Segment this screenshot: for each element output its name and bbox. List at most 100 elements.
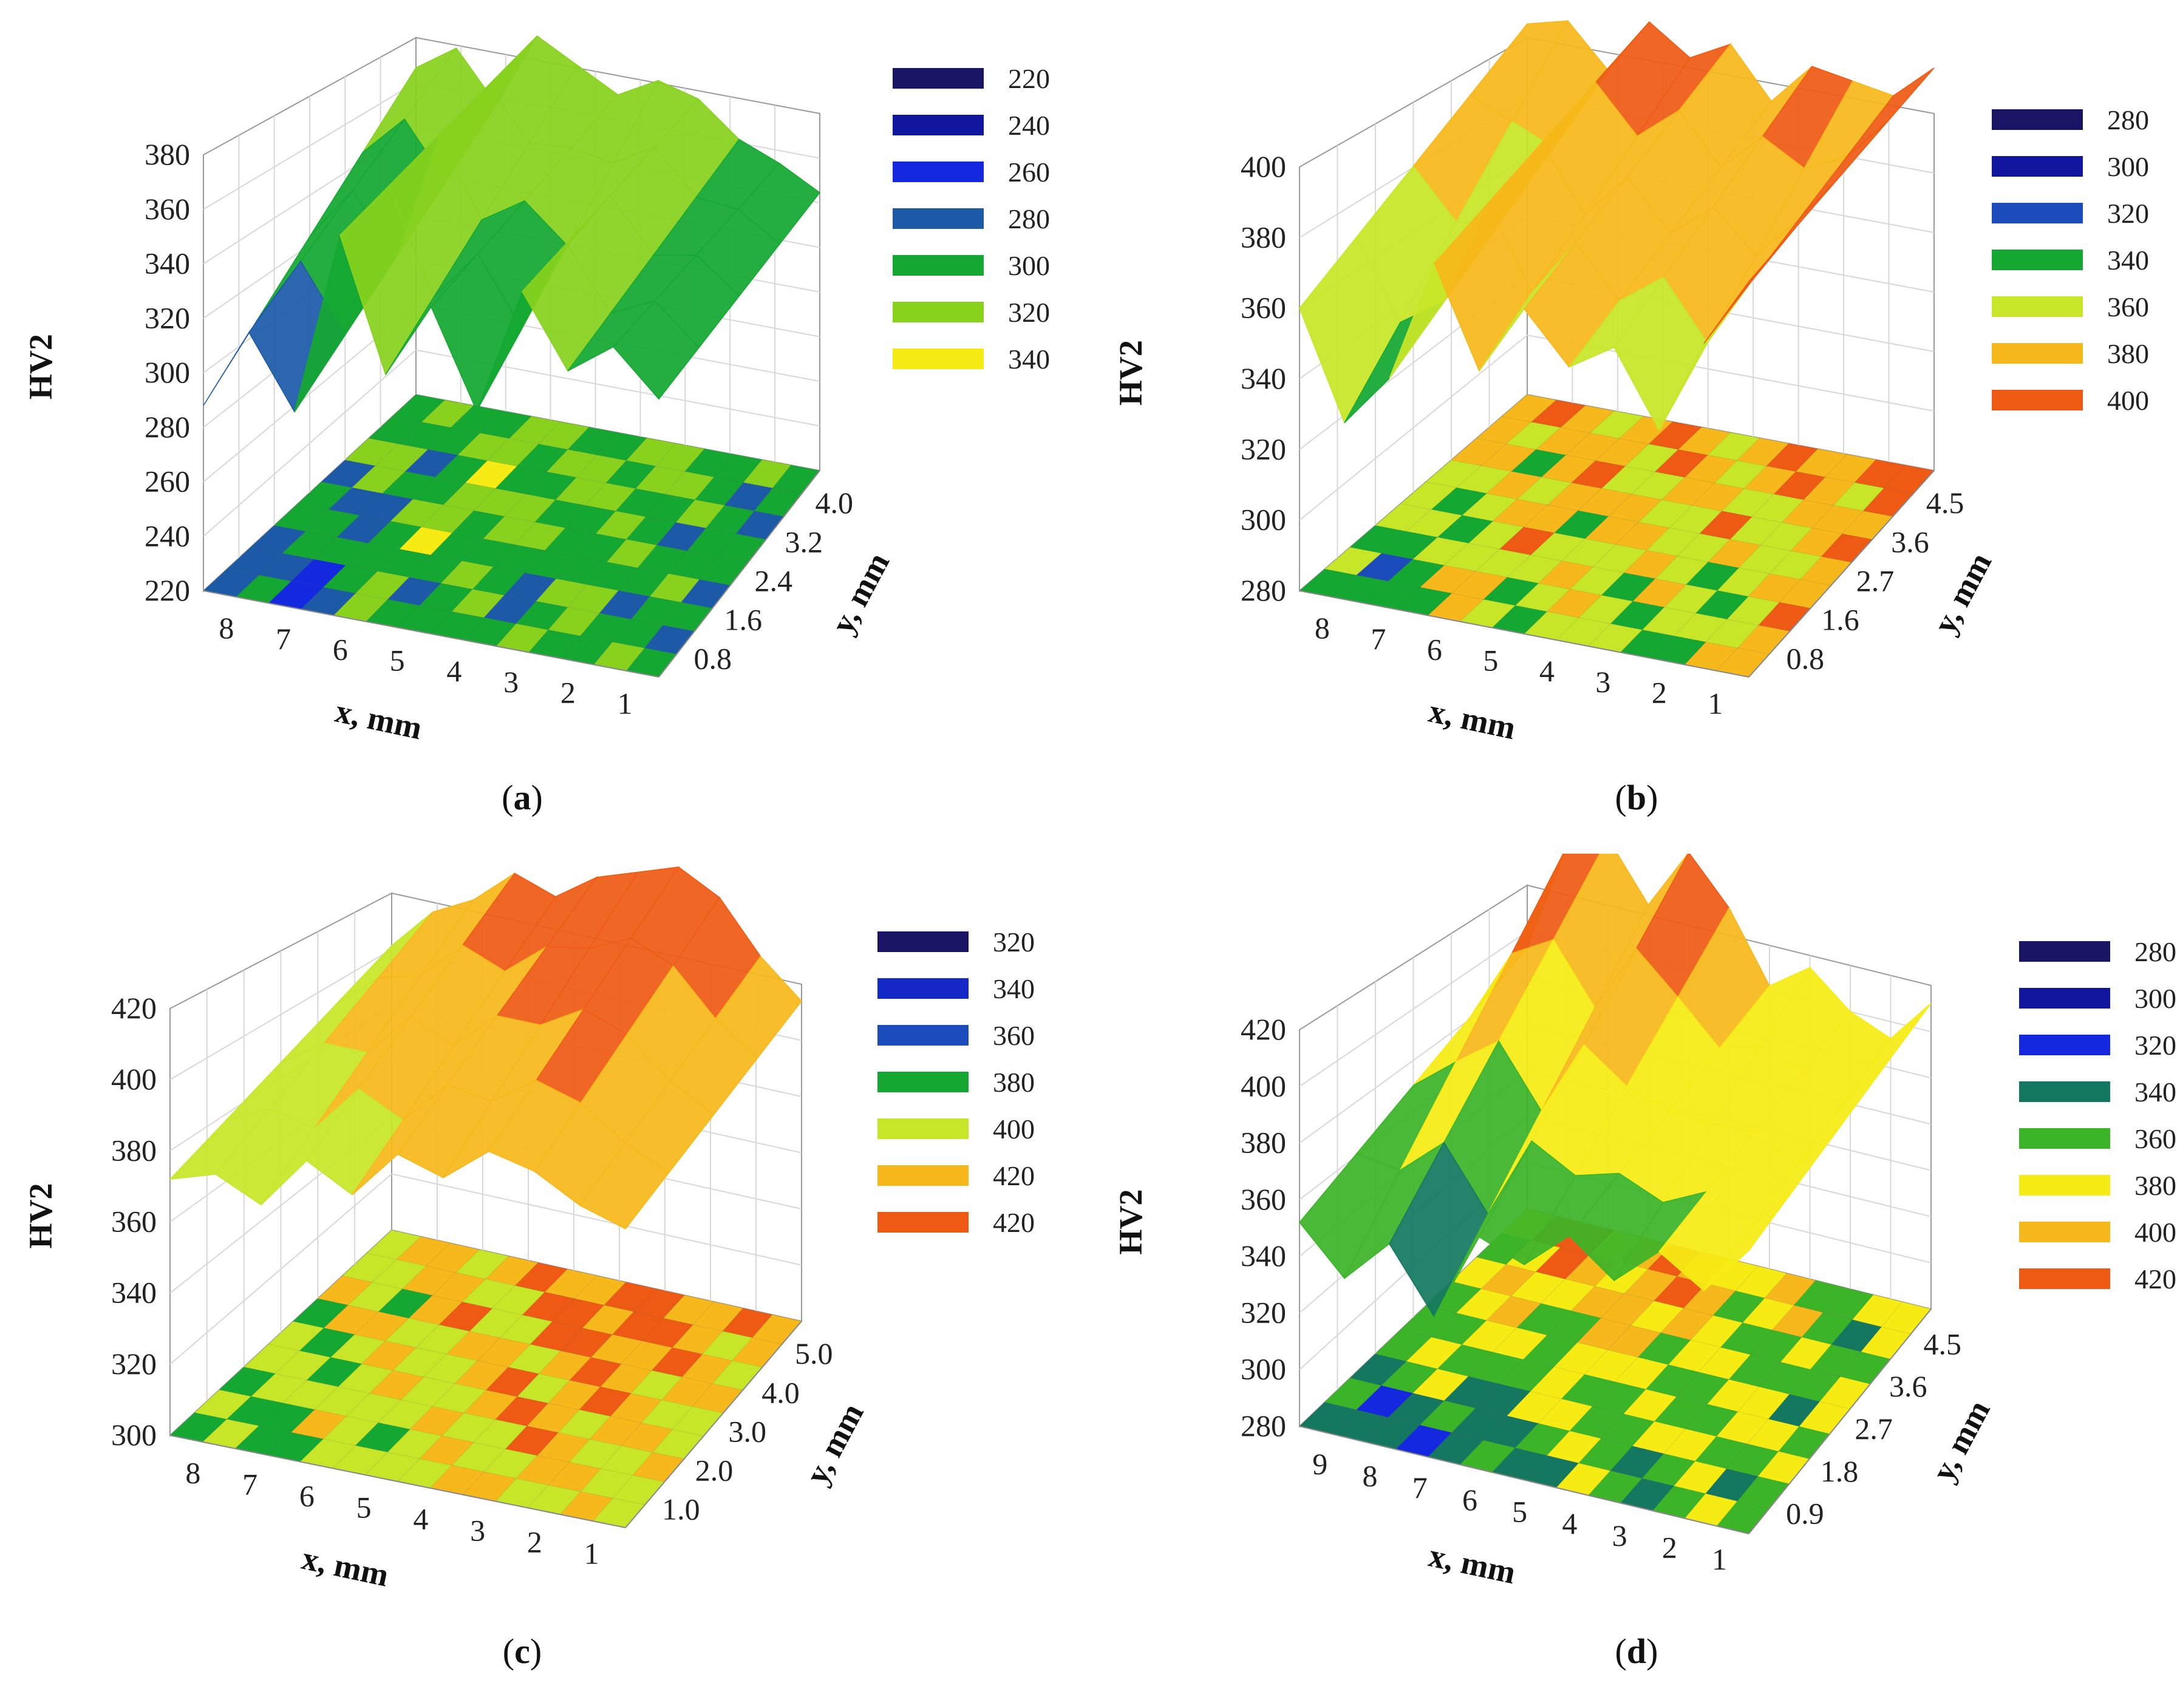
legend-item: 320 (2019, 1027, 2180, 1064)
caption-a: (a) (502, 778, 543, 817)
x-tick-label: 5 (390, 643, 405, 677)
legend-swatch (2019, 1175, 2110, 1196)
z-tick-label: 340 (145, 247, 190, 281)
legend-item: 280 (1992, 102, 2180, 138)
x-tick-label: 8 (1315, 611, 1330, 645)
z-gridline (391, 1173, 802, 1266)
legend-item: 420 (877, 1205, 1120, 1241)
legend-label: 320 (993, 927, 1035, 958)
y-axis-title: y, mm (1926, 546, 1998, 639)
z-tick-label: 360 (1241, 1182, 1286, 1216)
chart-panel-c: 300 320 340 360 380 400 420 HV2 8 7 6 5 4 3 2 1 x, mm 1.0… (0, 854, 1090, 1707)
chart-panel-d: 280 300 320 340 360 380 400 420 HV2 9 8 7 6 5 4 3 2 1 x, m… (1090, 854, 2180, 1707)
legend-item: 300 (893, 248, 1136, 284)
x-tick-label: 8 (219, 611, 234, 645)
z-axis-title: HV2 (1112, 1189, 1149, 1255)
legend-label: 320 (2134, 1030, 2176, 1061)
legend-label: 400 (2134, 1217, 2176, 1248)
legend-swatch (877, 978, 969, 999)
legend-item: 400 (2019, 1214, 2180, 1251)
contour-floor (1298, 1208, 1932, 1534)
legend-label: 300 (1008, 250, 1050, 281)
z-tick-label: 280 (1241, 573, 1286, 607)
legend-swatch (1992, 250, 2083, 270)
y-tick-label: 1.0 (662, 1492, 700, 1526)
x-tick-label: 5 (1483, 643, 1498, 677)
x-tick-label: 7 (242, 1468, 257, 1502)
legend-label: 360 (2107, 291, 2149, 322)
legend-label: 320 (1008, 297, 1050, 328)
y-tick-label: 5.0 (795, 1336, 833, 1370)
y-tick-label: 3.6 (1891, 525, 1929, 559)
x-axis-title: x, mm (299, 1540, 392, 1594)
legend-item: 340 (2019, 1074, 2180, 1111)
legend-swatch (2019, 941, 2110, 962)
x-tick-label: 7 (1412, 1471, 1428, 1505)
legend-item: 320 (877, 924, 1120, 961)
chart-panel-a: 220 240 260 280 300 320 340 360 380 HV2 8 7 6 5 4 3 2 1 x,… (0, 0, 1090, 854)
legend-label: 280 (1008, 203, 1050, 234)
z-axis-title: HV2 (22, 1183, 59, 1249)
x-tick-label: 3 (470, 1514, 485, 1548)
z-tick-label: 260 (145, 464, 190, 498)
z-tick-label: 380 (1241, 220, 1286, 254)
y-axis-line (625, 1321, 802, 1528)
legend-swatch (2019, 1035, 2110, 1055)
legend-label: 340 (1008, 344, 1050, 375)
legend-swatch (893, 255, 984, 276)
legend-item: 280 (2019, 934, 2180, 970)
x-tick-label: 3 (503, 665, 519, 699)
z-tick-label: 340 (111, 1276, 157, 1310)
legend-item: 360 (2019, 1121, 2180, 1157)
legend-swatch (893, 115, 984, 135)
caption-d: (d) (1615, 1631, 1658, 1671)
caption-b: (b) (1615, 778, 1658, 817)
x-tick-label: 4 (446, 654, 462, 688)
legend-swatch (893, 349, 984, 369)
legend-item: 320 (893, 294, 1136, 331)
legend-swatch (2019, 1081, 2110, 1102)
y-tick-label: 2.7 (1856, 563, 1895, 597)
legend-item: 420 (877, 1158, 1120, 1194)
legend-item: 280 (893, 201, 1136, 237)
surface-facet (612, 300, 700, 400)
legend-swatch (1992, 109, 2083, 130)
z-tick-label: 360 (1241, 291, 1286, 325)
y-tick-label: 1.6 (1821, 603, 1859, 637)
y-tick-label: 0.8 (694, 642, 732, 676)
legend-label: 420 (993, 1207, 1035, 1238)
y-tick-label: 2.7 (1855, 1412, 1893, 1446)
chart-svg-b: 280 300 320 340 360 380 400 HV2 8 7 6 5 4 3 2 1 x, mm 0.8… (1112, 19, 1998, 746)
legend-label: 380 (993, 1067, 1035, 1098)
x-tick-label: 2 (1652, 676, 1667, 710)
legend-label: 380 (2107, 338, 2149, 369)
x-tick-label: 1 (1712, 1542, 1727, 1576)
x-axis-line (203, 590, 659, 678)
legend-label: 320 (2107, 198, 2149, 229)
chart-svg-d: 280 300 320 340 360 380 400 420 HV2 9 8 7 6 5 4 3 2 1 x, m… (1112, 854, 1997, 1591)
legend-label: 220 (1008, 63, 1050, 94)
legend-item: 300 (2019, 981, 2180, 1017)
legend-swatch (1992, 343, 2083, 364)
legend-swatch (877, 1212, 969, 1233)
legend-swatch (1992, 156, 2083, 177)
x-tick-label: 4 (413, 1502, 428, 1536)
legend-item: 340 (893, 341, 1136, 378)
y-tick-label: 0.8 (1787, 642, 1825, 676)
legend-item: 420 (2019, 1261, 2180, 1298)
legend-label: 420 (993, 1160, 1035, 1191)
y-axis-line (1748, 1308, 1932, 1534)
legend-label: 240 (1008, 110, 1050, 141)
z-tick-label: 300 (145, 355, 190, 389)
legend-swatch (877, 1118, 969, 1139)
x-tick-label: 8 (185, 1456, 200, 1490)
legend-item: 380 (1992, 336, 2180, 372)
legend-item: 220 (893, 61, 1136, 97)
caption-c: (c) (502, 1631, 542, 1671)
z-tick-label: 420 (1241, 1012, 1286, 1046)
legend-swatch (2019, 1128, 2110, 1149)
z-tick-label: 240 (145, 519, 190, 553)
legend-swatch (2019, 1222, 2110, 1242)
legend-item: 360 (1992, 289, 2180, 325)
y-tick-label: 4.0 (816, 486, 854, 520)
